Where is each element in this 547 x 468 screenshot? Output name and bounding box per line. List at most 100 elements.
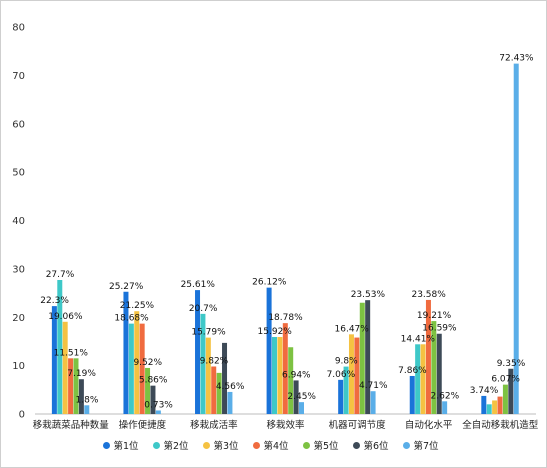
bar (227, 391, 233, 414)
data-label: 27.7% (46, 270, 75, 280)
category-labels-layer: 移栽蔬菜品种数量 操作便捷度 移栽成活率 移栽效率 机器可调节度 自动化水平 全自动移栽机造… (33, 419, 539, 431)
bar (365, 300, 371, 414)
category-label: 全自动移栽机造型 (462, 419, 539, 431)
bar (513, 63, 519, 414)
data-label: 9.35% (497, 359, 526, 369)
legend-marker (403, 442, 410, 449)
data-label: 18.78% (268, 313, 303, 323)
category-label: 自动化水平 (405, 419, 453, 431)
data-label: 2.62% (431, 391, 460, 401)
bar (277, 336, 283, 414)
data-label: 4.56% (216, 382, 245, 392)
y-tick-label: 20 (12, 313, 25, 324)
bar (288, 347, 294, 414)
bar (128, 323, 134, 414)
data-label: 7.06% (327, 370, 356, 380)
bar (84, 405, 90, 414)
bar (123, 291, 129, 414)
y-tick-label: 10 (12, 361, 25, 372)
y-tick-label: 80 (12, 23, 25, 34)
data-label: 22.3% (40, 296, 69, 306)
bar (266, 287, 272, 414)
bars-layer (51, 63, 519, 414)
bar (78, 379, 84, 414)
legend-marker (203, 442, 210, 449)
legend-marker (103, 442, 110, 449)
data-labels-layer: 22.3% 27.7% 19.06% 11.51% 7.19% 1.8% 25.27% 18.… (40, 54, 534, 411)
bar (420, 344, 426, 414)
category-label: 机器可调节度 (329, 419, 387, 431)
data-label: 16.47% (335, 324, 370, 334)
bar (409, 375, 415, 414)
bar (497, 396, 503, 414)
data-label: 23.58% (411, 290, 446, 300)
data-label: 19.21% (417, 311, 452, 321)
legend-label: 第5位 (314, 440, 340, 452)
legend-label: 第7位 (414, 440, 440, 452)
y-tick-label: 70 (12, 71, 25, 82)
bar (73, 358, 79, 414)
data-label: 16.59% (422, 324, 457, 334)
bar (425, 299, 431, 414)
data-label: 9.52% (133, 358, 162, 368)
data-label: 6.07% (491, 375, 520, 385)
bar (139, 323, 145, 414)
y-tick-label: 60 (12, 119, 25, 130)
data-label: 9.8% (335, 357, 358, 367)
y-tick-label: 50 (12, 168, 25, 179)
y-tick-label: 30 (12, 264, 25, 275)
data-label: 26.12% (252, 278, 287, 288)
category-label: 移栽蔬菜品种数量 (33, 419, 110, 431)
bar (150, 385, 156, 414)
data-label: 5.86% (139, 376, 168, 386)
data-label: 25.61% (181, 280, 216, 290)
bar (51, 306, 57, 414)
category-label: 操作便捷度 (119, 419, 167, 431)
bar (200, 313, 206, 414)
legend-marker (353, 442, 360, 449)
data-label: 6.94% (282, 370, 311, 380)
legend-label: 第3位 (214, 440, 240, 452)
bar (155, 410, 161, 414)
legend-label: 第1位 (114, 440, 140, 452)
bar (134, 311, 140, 414)
bar (359, 302, 365, 414)
bar (272, 336, 277, 414)
bar (436, 333, 442, 414)
legend-label: 第4位 (264, 440, 290, 452)
legend-label: 第6位 (364, 440, 390, 452)
bar (62, 321, 68, 414)
bar (431, 321, 437, 414)
bar (222, 342, 228, 414)
bar (216, 372, 222, 414)
data-label: 9.82% (200, 356, 229, 366)
data-label: 2.45% (287, 392, 316, 402)
data-label: 11.51% (54, 348, 89, 358)
bar (354, 337, 360, 414)
bar (338, 379, 344, 414)
bar (68, 358, 74, 414)
data-label: 3.74% (470, 386, 499, 396)
legend-marker (253, 442, 260, 449)
legend-marker (153, 442, 160, 449)
legend: 第1位 第2位 第3位 第4位 第5位 第6位 第7位 (103, 440, 439, 452)
bar (502, 384, 508, 414)
data-label: 72.43% (499, 54, 534, 64)
data-label: 14.41% (401, 334, 436, 344)
data-label: 15.79% (191, 328, 226, 338)
y-tick-label: 0 (19, 410, 25, 421)
bar (211, 366, 217, 414)
bar (145, 367, 151, 414)
bar (205, 337, 211, 414)
data-label: 1.8% (76, 395, 99, 405)
bar (415, 344, 421, 414)
data-label: 25.27% (109, 282, 144, 292)
data-label: 7.86% (398, 366, 427, 376)
bar (57, 280, 63, 414)
data-label: 7.19% (67, 369, 96, 379)
bar (282, 323, 288, 414)
data-label: 19.06% (48, 312, 83, 322)
bar (348, 334, 354, 414)
data-label: 0.73% (144, 400, 173, 410)
